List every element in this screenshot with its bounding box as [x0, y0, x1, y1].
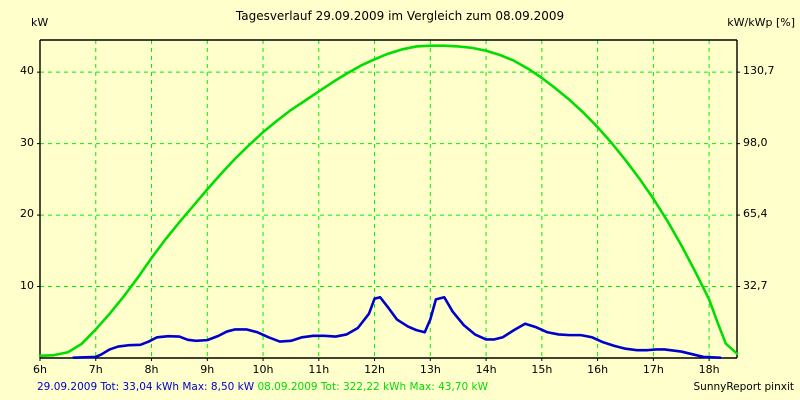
x-axis-label: 13h	[419, 363, 441, 376]
y-axis-label-left: 10	[20, 278, 34, 292]
y-axis-label-left: 30	[20, 135, 34, 149]
y-axis-label-right: 130,7	[743, 64, 775, 78]
x-axis-label: 11h	[308, 363, 330, 376]
legend-entry-series-b: 08.09.2009 Tot: 322,22 kWh Max: 43,70 kW	[257, 381, 488, 393]
y-axis-label-right: 32,7	[743, 278, 768, 292]
x-axis-label: 8h	[144, 363, 159, 376]
chart-frame	[37, 39, 740, 361]
chart-series	[38, 44, 739, 359]
x-axis-label: 7h	[88, 363, 103, 376]
y-axis-label-right: 65,4	[743, 207, 768, 221]
x-axis-label: 16h	[587, 363, 609, 376]
x-axis-label: 10h	[252, 363, 274, 376]
y-axis-label-left: 40	[20, 64, 34, 78]
x-axis-label: 12h	[364, 363, 386, 376]
right-axis-unit-label: kW/kWp [%]	[727, 16, 795, 29]
y-axis-label-left: 20	[20, 207, 34, 221]
x-axis-label: 6h	[33, 363, 47, 376]
credit-label: SunnyReport pinxit	[693, 381, 794, 393]
x-axis-label: 9h	[200, 363, 215, 376]
x-axis-label: 17h	[642, 363, 664, 376]
chart-gridlines	[40, 40, 737, 358]
x-axis-label: 15h	[531, 363, 553, 376]
x-axis-label: 18h	[698, 363, 720, 376]
left-axis-unit-label: kW	[31, 16, 49, 29]
chart-footer: 29.09.2009 Tot: 33,04 kWh Max: 8,50 kW 0…	[0, 381, 800, 400]
legend-entry-series-a: 29.09.2009 Tot: 33,04 kWh Max: 8,50 kW	[37, 381, 255, 393]
page-title: Tagesverlauf 29.09.2009 im Vergleich zum…	[235, 9, 565, 23]
x-axis-label: 14h	[475, 363, 497, 376]
chart-legend: 29.09.2009 Tot: 33,04 kWh Max: 8,50 kW 0…	[37, 381, 488, 393]
series-line-a	[72, 295, 722, 359]
series-line-b	[38, 44, 739, 358]
y-axis-label-right: 98,0	[743, 135, 768, 149]
